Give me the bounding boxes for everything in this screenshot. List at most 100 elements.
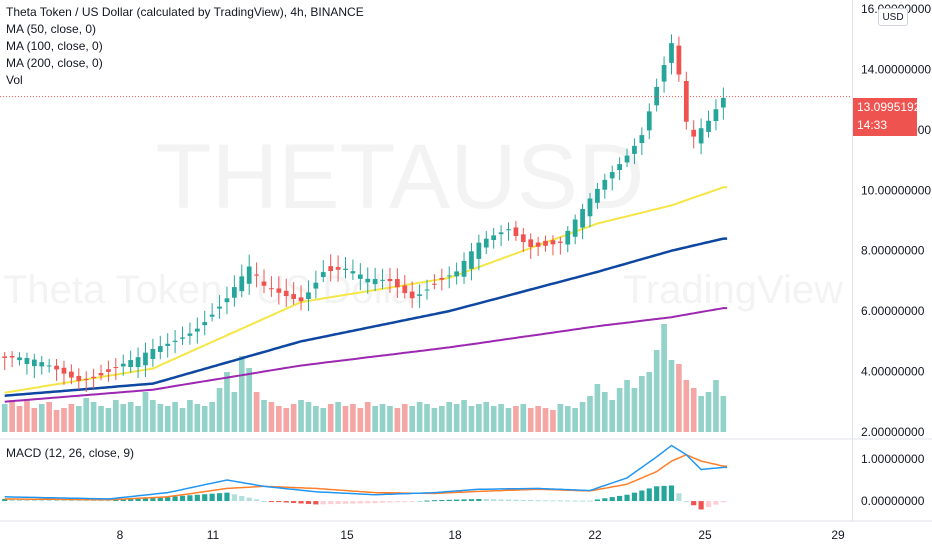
histogram-bar bbox=[572, 500, 578, 502]
volume-bar bbox=[268, 402, 275, 432]
volume-bar bbox=[231, 392, 238, 432]
histogram-bar bbox=[187, 495, 193, 502]
volume-bar bbox=[698, 396, 704, 432]
histogram-bar bbox=[157, 497, 163, 502]
histogram-bar bbox=[9, 499, 15, 502]
histogram-bar bbox=[268, 501, 275, 503]
histogram-bar bbox=[498, 499, 504, 502]
volume-bar bbox=[409, 406, 415, 432]
histogram-bar bbox=[246, 497, 252, 502]
candle-body bbox=[365, 278, 371, 283]
candle-body bbox=[120, 363, 126, 367]
histogram-bar bbox=[468, 499, 475, 502]
volume-bar bbox=[372, 406, 378, 432]
candle-body bbox=[417, 294, 422, 296]
candle-body bbox=[617, 164, 622, 170]
volume-bar bbox=[313, 406, 319, 432]
volume-bar bbox=[364, 402, 371, 432]
volume-bar bbox=[194, 404, 201, 432]
candle-body bbox=[595, 188, 600, 203]
volume-bar bbox=[646, 372, 653, 432]
candle-body bbox=[113, 367, 119, 369]
histogram-bar bbox=[513, 499, 519, 502]
candle-body bbox=[639, 135, 645, 144]
histogram-bar bbox=[172, 496, 178, 502]
volume-bar bbox=[520, 404, 527, 432]
volume-bar bbox=[113, 400, 119, 432]
volume-bar bbox=[490, 406, 497, 432]
histogram-bar bbox=[646, 488, 652, 502]
candle-body bbox=[528, 239, 534, 247]
histogram-bar bbox=[46, 499, 52, 502]
volume-bar bbox=[216, 388, 223, 432]
volume-bar bbox=[513, 406, 519, 432]
volume-bar bbox=[83, 398, 90, 432]
volume-legend[interactable]: Vol bbox=[6, 73, 23, 87]
candle-body bbox=[424, 289, 430, 291]
volume-bar bbox=[31, 408, 38, 432]
volume-bar bbox=[224, 372, 230, 432]
candle-body bbox=[557, 241, 563, 243]
candle-body bbox=[261, 281, 267, 286]
histogram-bar bbox=[698, 501, 704, 510]
volume-bar bbox=[350, 404, 356, 432]
currency-button[interactable]: USD bbox=[878, 8, 908, 26]
histogram-bar bbox=[91, 500, 97, 502]
macd-legend[interactable]: MACD (12, 26, close, 9) bbox=[6, 446, 135, 460]
candle-body bbox=[143, 352, 148, 366]
volume-bar bbox=[305, 402, 312, 432]
histogram-bar bbox=[631, 492, 638, 502]
ma100-legend[interactable]: MA (100, close, 0) bbox=[6, 39, 103, 53]
candle-body bbox=[343, 268, 348, 270]
volume-bar bbox=[335, 402, 341, 432]
histogram-bar bbox=[565, 500, 571, 502]
candle-body bbox=[61, 367, 67, 374]
histogram-bar bbox=[402, 501, 408, 503]
histogram-bar bbox=[557, 500, 563, 502]
ma200-legend[interactable]: MA (200, close, 0) bbox=[6, 56, 103, 70]
histogram-bar bbox=[683, 501, 689, 503]
symbol-title[interactable]: Theta Token / US Dollar (calculated by T… bbox=[6, 5, 364, 19]
volume-bar bbox=[150, 400, 156, 432]
histogram-bar bbox=[53, 499, 60, 502]
ma100-line bbox=[4, 237, 728, 397]
candle-body bbox=[372, 278, 378, 285]
volume-bar bbox=[261, 400, 267, 432]
candle-body bbox=[46, 365, 52, 367]
ma50-legend[interactable]: MA (50, close, 0) bbox=[6, 22, 97, 36]
volume-bar bbox=[105, 408, 112, 432]
signal-line bbox=[4, 453, 728, 501]
candle-body bbox=[520, 234, 526, 242]
candle-body bbox=[669, 43, 674, 63]
histogram-bar bbox=[379, 501, 386, 503]
time-tick-label: 8 bbox=[117, 528, 124, 542]
volume-bar bbox=[209, 402, 215, 432]
candle-body bbox=[276, 288, 282, 293]
candle-body bbox=[209, 314, 215, 317]
histogram-bar bbox=[39, 499, 45, 502]
volume-bar bbox=[564, 406, 571, 432]
histogram-bar bbox=[713, 501, 719, 505]
volume-bar bbox=[179, 408, 186, 432]
candle-body bbox=[194, 328, 200, 332]
histogram-bar bbox=[594, 499, 600, 502]
candle-body bbox=[461, 260, 467, 277]
candle-body bbox=[31, 359, 37, 367]
volume-bar bbox=[453, 404, 460, 432]
volume-bar bbox=[401, 404, 408, 432]
histogram-bar bbox=[231, 494, 237, 502]
time-tick-label: 11 bbox=[207, 528, 220, 542]
macd-line bbox=[4, 444, 728, 500]
histogram-bar bbox=[394, 501, 400, 503]
candle-body bbox=[98, 373, 104, 376]
candle-body bbox=[550, 240, 556, 245]
time-tick-label: 15 bbox=[340, 528, 354, 542]
volume-bar bbox=[439, 406, 445, 432]
histogram-bar bbox=[24, 499, 30, 502]
histogram-bar bbox=[98, 500, 104, 502]
candle-body bbox=[661, 65, 667, 82]
volume-bar bbox=[298, 400, 304, 432]
histogram-bar bbox=[691, 501, 697, 506]
